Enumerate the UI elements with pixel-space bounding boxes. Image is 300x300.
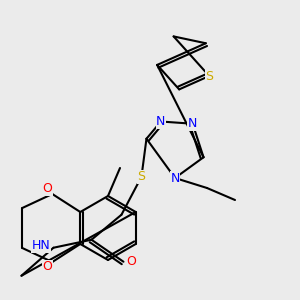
- Text: N: N: [156, 115, 166, 128]
- Text: O: O: [42, 182, 52, 196]
- Text: O: O: [127, 255, 136, 268]
- Text: N: N: [170, 172, 180, 184]
- Text: N: N: [188, 117, 197, 130]
- Text: S: S: [137, 170, 146, 183]
- Text: HN: HN: [32, 239, 51, 252]
- Text: O: O: [42, 260, 52, 274]
- Text: S: S: [205, 70, 213, 83]
